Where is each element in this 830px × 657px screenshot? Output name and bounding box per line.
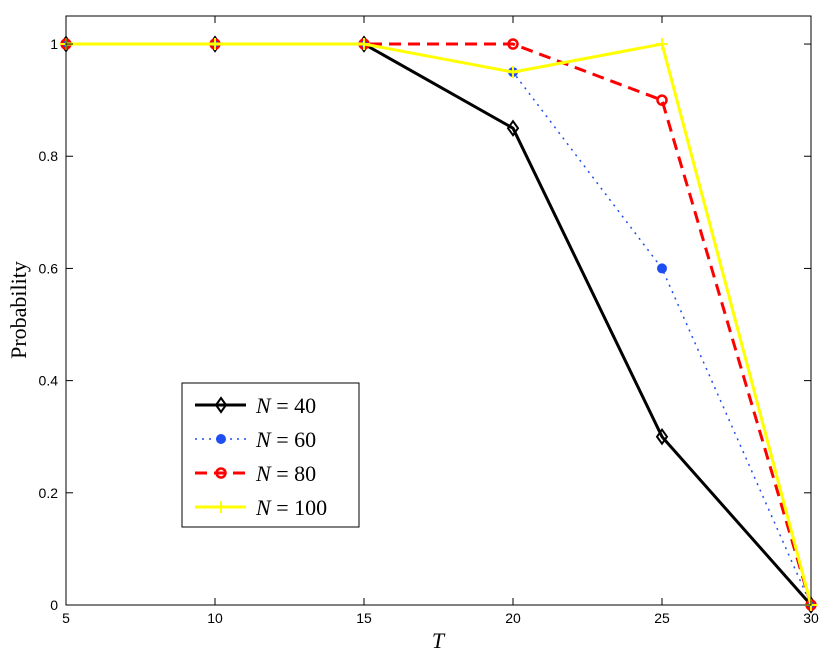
ticks-layer: 5 10 15 20 25 30 0 0.2 0.4 0.6 0.8 1	[39, 16, 819, 626]
legend-label-var-3: N	[255, 495, 272, 520]
legend-marker-0	[214, 396, 228, 414]
legend-entry-0: N = 40	[195, 393, 316, 418]
series-2-point-4	[656, 94, 668, 106]
series-3-point-1	[209, 38, 221, 51]
x-tick-label-2: 15	[356, 610, 372, 626]
series-0-point-3	[506, 119, 520, 137]
legend-label-value-1: = 60	[271, 427, 316, 452]
series-0-point-4	[655, 427, 669, 446]
legend-marker-3	[215, 501, 227, 513]
x-axis-title: T	[432, 628, 446, 653]
plot-background	[66, 16, 811, 605]
legend-entry-1: N = 60	[195, 427, 316, 452]
legend-marker-1	[216, 434, 226, 444]
series-2-point-3	[507, 38, 519, 50]
legend-label-var-2: N	[255, 461, 272, 486]
legend-label-var-1: N	[255, 427, 272, 452]
y-axis-title: Probability	[6, 261, 31, 359]
legend-label-0: N = 40	[255, 393, 316, 418]
series-3-point-3	[507, 66, 519, 79]
legend-label-value-3: = 100	[271, 495, 327, 520]
legend-label-value-0: = 40	[271, 393, 316, 418]
series-3-point-2	[358, 38, 370, 51]
legend-label-2: N = 80	[255, 461, 316, 486]
x-tick-label-0: 5	[62, 610, 70, 626]
x-tick-label-5: 30	[803, 610, 819, 626]
legend-label-3: N = 100	[255, 495, 327, 520]
x-tick-label-4: 25	[654, 610, 670, 626]
series-3-line	[66, 42, 813, 606]
legend-entry-3: N = 100	[195, 495, 327, 520]
x-tick-label-1: 10	[207, 610, 223, 626]
plot-frame	[65, 15, 812, 606]
legend-entry-2: N = 80	[195, 461, 316, 486]
series-1-point-4	[657, 263, 667, 274]
legend-marker-2	[215, 467, 227, 479]
x-tick-label-3: 20	[505, 610, 521, 626]
y-tick-label-4: 0.8	[39, 148, 59, 164]
y-tick-label-0: 0	[50, 597, 58, 613]
legend-label-1: N = 60	[255, 427, 316, 452]
legend-label-value-2: = 80	[271, 461, 316, 486]
y-tick-label-3: 0.6	[39, 260, 59, 276]
legend: N = 40N = 60N = 80N = 100	[181, 382, 360, 528]
legend-box	[181, 382, 360, 528]
y-tick-label-5: 1	[50, 36, 58, 52]
legend-label-var-0: N	[255, 393, 272, 418]
y-tick-label-2: 0.4	[39, 373, 59, 389]
series-1-line	[66, 43, 812, 606]
y-tick-label-1: 0.2	[39, 485, 59, 501]
series-3-point-4	[656, 38, 668, 51]
series-layer	[59, 35, 818, 614]
